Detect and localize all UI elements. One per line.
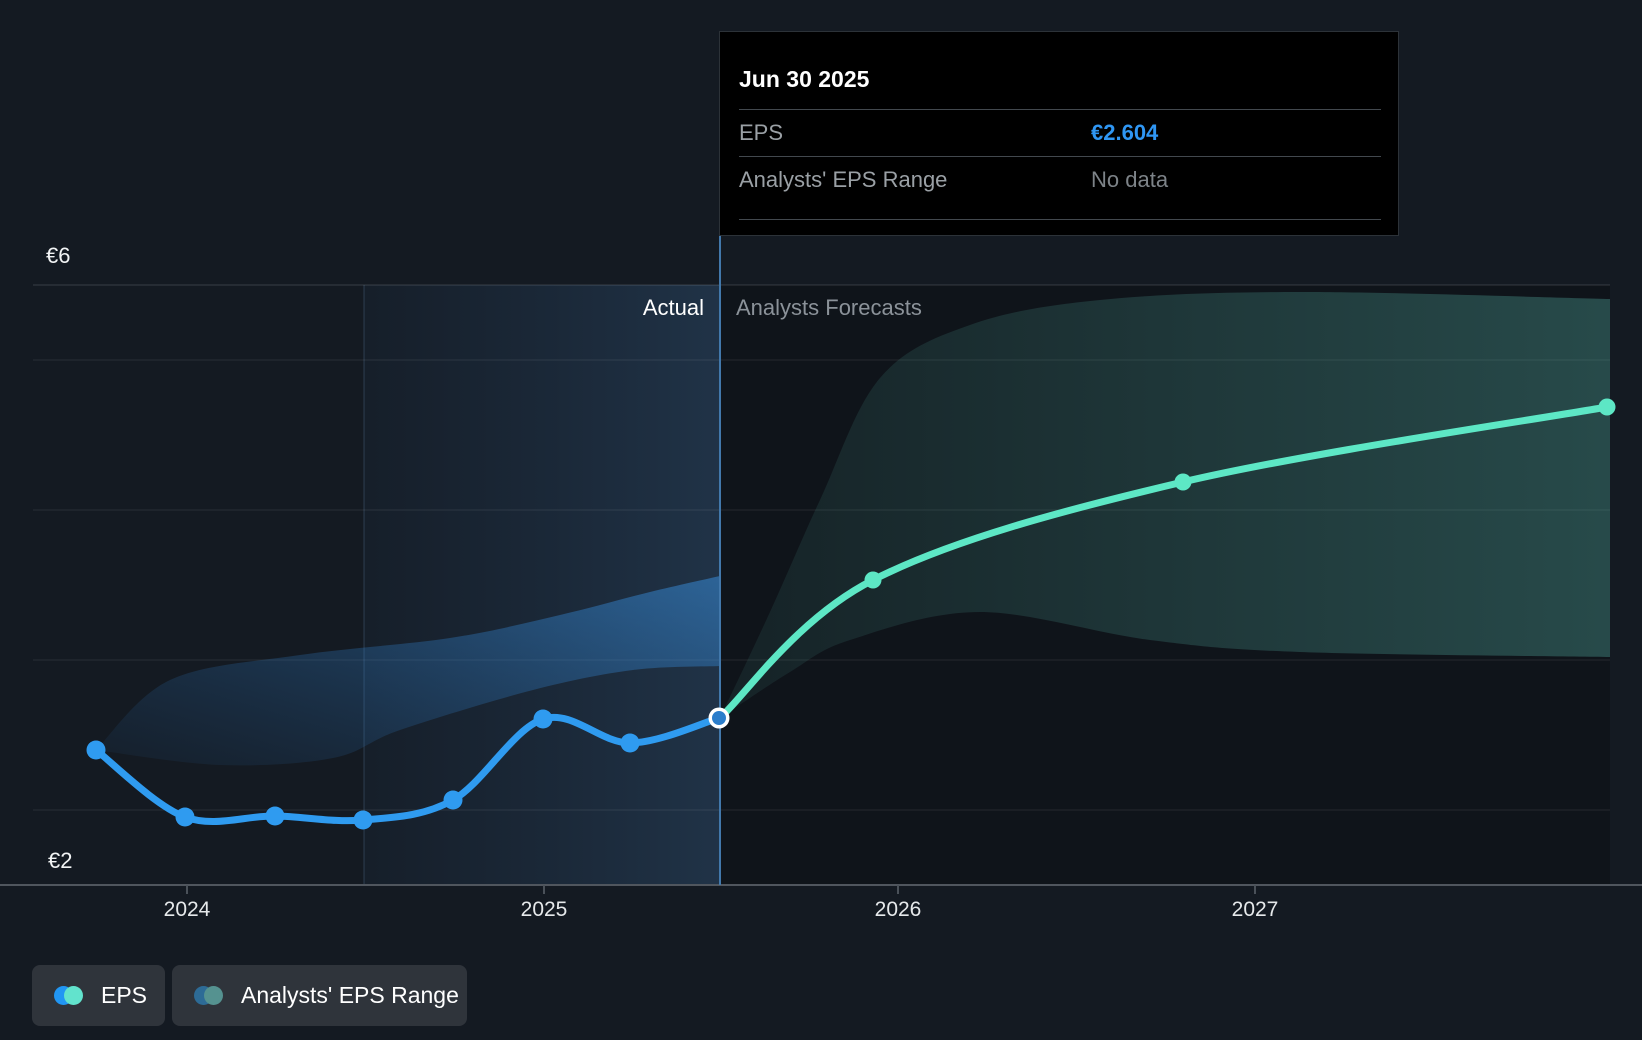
tooltip-row-value: €2.604 bbox=[1091, 120, 1159, 145]
tooltip-date-title: Jun 30 2025 bbox=[739, 66, 870, 92]
x-axis-label: 2027 bbox=[1231, 898, 1279, 921]
actual-range-band bbox=[96, 576, 720, 766]
legend-item-analysts-eps-range[interactable]: Analysts' EPS Range bbox=[172, 965, 467, 1026]
eps-legend-swatch-icon bbox=[54, 986, 83, 1005]
tooltip-row-label: Analysts' EPS Range bbox=[739, 167, 948, 192]
range-dot-teal-icon bbox=[204, 986, 223, 1005]
eps-data-point[interactable] bbox=[353, 810, 373, 830]
eps-forecast-point[interactable] bbox=[1598, 398, 1616, 416]
actual-zone-label: Actual bbox=[642, 295, 704, 320]
range-legend-swatch-icon bbox=[194, 986, 223, 1005]
tooltip-row-value: No data bbox=[1091, 167, 1169, 192]
x-axis-label: 2024 bbox=[163, 898, 211, 921]
eps-data-point[interactable] bbox=[533, 709, 553, 729]
eps-forecast-line bbox=[716, 403, 1611, 722]
tooltip-row-label: EPS bbox=[739, 120, 784, 145]
today-point[interactable] bbox=[712, 711, 726, 725]
chart-tooltip: Jun 30 2025 EPS €2.604 Analysts' EPS Ran… bbox=[719, 31, 1399, 236]
eps-data-point[interactable] bbox=[86, 740, 106, 760]
legend-item-eps[interactable]: EPS bbox=[32, 965, 165, 1026]
eps-data-point[interactable] bbox=[443, 790, 463, 810]
highlight-period-region bbox=[364, 285, 720, 885]
eps-forecast-point[interactable] bbox=[1174, 473, 1192, 491]
x-axis-label: 2026 bbox=[874, 898, 922, 921]
eps-forecast-point[interactable] bbox=[864, 571, 882, 589]
legend-item-label: EPS bbox=[101, 982, 148, 1008]
y-axis-label-top: €6 bbox=[46, 243, 71, 268]
eps-data-point[interactable] bbox=[620, 733, 640, 753]
eps-dot-teal-icon bbox=[64, 986, 83, 1005]
eps-data-point[interactable] bbox=[175, 807, 195, 827]
y-axis-label-bottom: €2 bbox=[48, 848, 73, 873]
legend-item-label: Analysts' EPS Range bbox=[241, 982, 459, 1008]
tooltip-separator bbox=[739, 156, 1381, 157]
tooltip-separator bbox=[739, 109, 1381, 110]
forecast-zone-label: Analysts Forecasts bbox=[736, 295, 922, 320]
tooltip-separator bbox=[739, 219, 1381, 220]
x-axis-label: 2025 bbox=[520, 898, 568, 921]
forecast-range-band bbox=[720, 291, 1610, 718]
eps-data-point[interactable] bbox=[265, 806, 285, 826]
